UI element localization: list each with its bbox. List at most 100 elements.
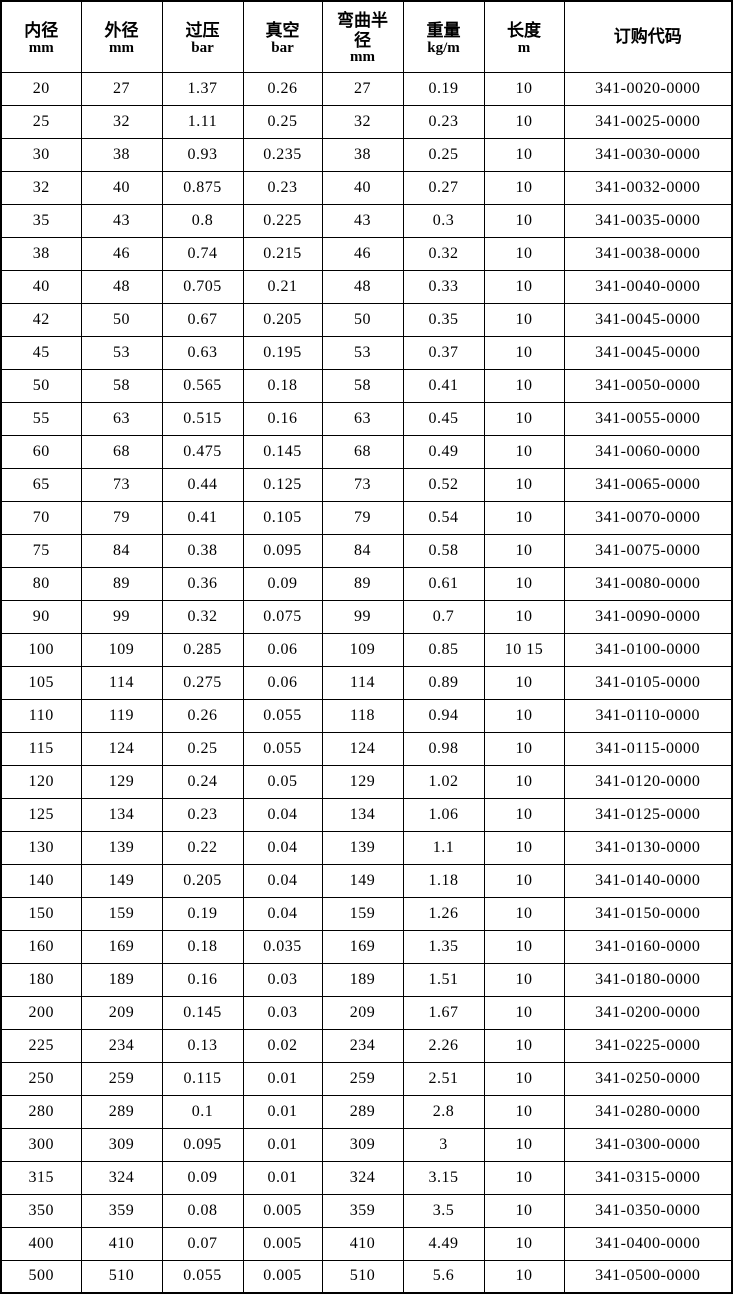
column-header-content: 外径 mm: [82, 12, 161, 62]
table-row: 400 410 0.07 0.005 410 4.49 10 341-0400-0000: [0, 1226, 733, 1261]
cell: 341-0130-0000: [563, 830, 733, 865]
cell: 160: [0, 929, 82, 964]
cell: 341-0080-0000: [563, 566, 733, 601]
cell: 341-0120-0000: [563, 764, 733, 799]
cell: 259: [80, 1061, 163, 1096]
cell: 10: [483, 203, 565, 238]
cell: 341-0250-0000: [563, 1061, 733, 1096]
cell: 0.055: [242, 698, 323, 733]
cell: 58: [321, 368, 404, 403]
cell: 324: [80, 1160, 163, 1195]
cell: 79: [321, 500, 404, 535]
table-row: 315 324 0.09 0.01 324 3.15 10 341-0315-0000: [0, 1160, 733, 1195]
cell: 129: [80, 764, 163, 799]
cell: 1.02: [402, 764, 485, 799]
cell: 309: [321, 1127, 404, 1162]
cell: 149: [321, 863, 404, 898]
cell: 341-0070-0000: [563, 500, 733, 535]
cell: 341-0105-0000: [563, 665, 733, 700]
cell: 63: [321, 401, 404, 436]
cell: 0.85: [402, 632, 485, 667]
cell: 0.63: [161, 335, 244, 370]
cell: 0.03: [242, 962, 323, 997]
cell: 341-0055-0000: [563, 401, 733, 436]
cell: 341-0200-0000: [563, 995, 733, 1030]
column-header-8: 订购代码: [563, 0, 733, 73]
cell: 200: [0, 995, 82, 1030]
cell: 10: [483, 467, 565, 502]
cell: 289: [321, 1094, 404, 1129]
cell: 341-0025-0000: [563, 104, 733, 139]
cell: 0.005: [242, 1226, 323, 1261]
table-row: 40 48 0.705 0.21 48 0.33 10 341-0040-0000: [0, 269, 733, 304]
cell: 43: [321, 203, 404, 238]
table-row: 30 38 0.93 0.235 38 0.25 10 341-0030-0000: [0, 137, 733, 172]
cell: 341-0160-0000: [563, 929, 733, 964]
cell: 40: [80, 170, 163, 205]
cell: 5.6: [402, 1259, 485, 1294]
cell: 134: [321, 797, 404, 832]
cell: 169: [321, 929, 404, 964]
cell: 0.58: [402, 533, 485, 568]
cell: 46: [80, 236, 163, 271]
cell: 341-0050-0000: [563, 368, 733, 403]
cell: 84: [321, 533, 404, 568]
cell: 3.5: [402, 1193, 485, 1228]
cell: 0.705: [161, 269, 244, 304]
cell: 10: [483, 962, 565, 997]
cell: 341-0100-0000: [563, 632, 733, 667]
column-unit: mm: [350, 49, 375, 66]
cell: 0.105: [242, 500, 323, 535]
cell: 99: [321, 599, 404, 634]
cell: 341-0038-0000: [563, 236, 733, 271]
cell: 110: [0, 698, 82, 733]
column-title: 重量: [426, 20, 461, 40]
table-row: 300 309 0.095 0.01 309 3 10 341-0300-0000: [0, 1127, 733, 1162]
cell: 1.18: [402, 863, 485, 898]
table-row: 250 259 0.115 0.01 259 2.51 10 341-0250-0000: [0, 1061, 733, 1096]
cell: 180: [0, 962, 82, 997]
cell: 0.32: [402, 236, 485, 271]
cell: 341-0150-0000: [563, 896, 733, 931]
cell: 10: [483, 731, 565, 766]
table-header: 内径 mm 外径 mm 过压 bar 真空 bar 弯曲半径 mm 重量 kg/m 长度 m 订购代码: [0, 0, 733, 73]
cell: 79: [80, 500, 163, 535]
cell: 0.8: [161, 203, 244, 238]
cell: 1.37: [161, 71, 244, 106]
cell: 341-0035-0000: [563, 203, 733, 238]
cell: 10: [483, 995, 565, 1030]
table-row: 90 99 0.32 0.075 99 0.7 10 341-0090-0000: [0, 599, 733, 634]
cell: 115: [0, 731, 82, 766]
cell: 510: [80, 1259, 163, 1294]
cell: 10: [483, 434, 565, 469]
table-row: 80 89 0.36 0.09 89 0.61 10 341-0080-0000: [0, 566, 733, 601]
table-row: 25 32 1.11 0.25 32 0.23 10 341-0025-0000: [0, 104, 733, 139]
cell: 359: [80, 1193, 163, 1228]
cell: 309: [80, 1127, 163, 1162]
cell: 53: [80, 335, 163, 370]
table-row: 75 84 0.38 0.095 84 0.58 10 341-0075-0000: [0, 533, 733, 568]
cell: 0.095: [161, 1127, 244, 1162]
cell: 341-0225-0000: [563, 1028, 733, 1063]
cell: 500: [0, 1259, 82, 1294]
cell: 42: [0, 302, 82, 337]
cell: 341-0115-0000: [563, 731, 733, 766]
cell: 234: [321, 1028, 404, 1063]
cell: 0.3: [402, 203, 485, 238]
cell: 0.23: [242, 170, 323, 205]
cell: 150: [0, 896, 82, 931]
cell: 0.875: [161, 170, 244, 205]
cell: 3: [402, 1127, 485, 1162]
cell: 4.49: [402, 1226, 485, 1261]
cell: 0.07: [161, 1226, 244, 1261]
cell: 0.02: [242, 1028, 323, 1063]
cell: 10: [483, 830, 565, 865]
column-title: 订购代码: [613, 26, 682, 46]
cell: 27: [80, 71, 163, 106]
cell: 125: [0, 797, 82, 832]
column-header-2: 外径 mm: [80, 0, 163, 73]
cell: 10: [483, 1226, 565, 1261]
cell: 300: [0, 1127, 82, 1162]
cell: 84: [80, 533, 163, 568]
table-row: 42 50 0.67 0.205 50 0.35 10 341-0045-0000: [0, 302, 733, 337]
